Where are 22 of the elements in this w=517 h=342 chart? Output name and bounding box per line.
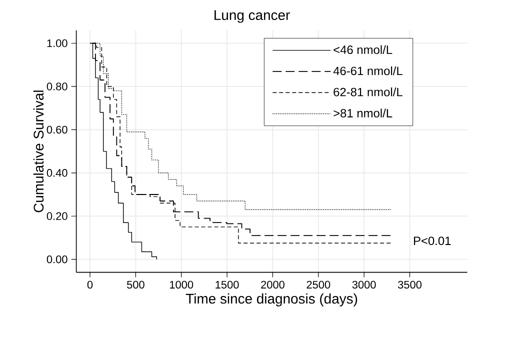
legend-label: <46 nmol/L: [334, 45, 392, 54]
annotation: P<0.01: [414, 236, 451, 246]
x-tick-label: 1500: [216, 280, 239, 289]
y-axis-title: Cumulative Survival: [33, 90, 44, 212]
chart-title: Lung cancer: [214, 10, 290, 23]
y-tick-label: 1.00: [47, 39, 68, 48]
x-tick-label: 2000: [261, 280, 284, 289]
x-tick-label: 3500: [398, 280, 422, 289]
y-tick-label: 0.00: [46, 255, 68, 264]
x-tick-label: 0: [87, 280, 93, 289]
legend-label: 46-61 nmol/L: [333, 66, 402, 76]
y-tick-label: 0.40: [46, 169, 68, 177]
legend-label: 62-81 nmol/L: [334, 88, 402, 96]
x-tick-label: 2500: [306, 280, 330, 289]
x-tick-label: 500: [126, 280, 144, 289]
legend-label: >81 nmol/L: [334, 108, 392, 118]
y-tick-label: 0.80: [46, 82, 68, 90]
y-tick-label: 0.20: [46, 212, 68, 220]
x-tick-label: 1000: [170, 280, 194, 289]
x-tick-label: 3000: [352, 280, 376, 289]
y-tick-label: 0.60: [46, 126, 68, 134]
x-axis-title: Time since diagnosis (days): [186, 293, 358, 306]
